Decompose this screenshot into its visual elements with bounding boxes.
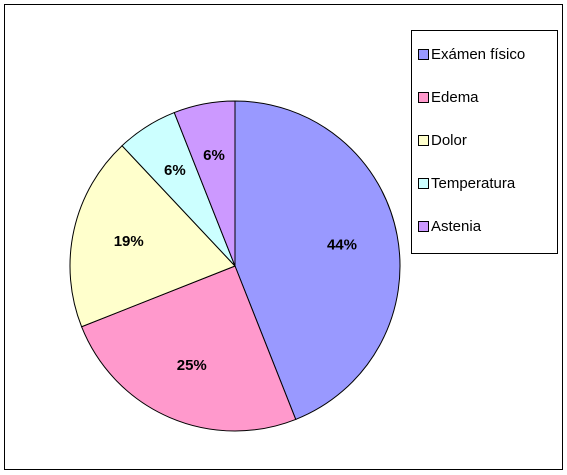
- legend-swatch: [418, 135, 429, 146]
- slice-label: 44%: [327, 237, 357, 254]
- pie-slice: [173, 100, 236, 267]
- legend-swatch: [418, 92, 429, 103]
- legend-label: Astenia: [431, 218, 482, 235]
- legend: Exámen físico Edema Dolor Temperatura Asteni…: [418, 46, 525, 235]
- slice-label: 6%: [164, 162, 186, 179]
- legend-label: Edema: [431, 89, 479, 106]
- legend-swatch: [418, 178, 429, 189]
- pie-slice: [80, 265, 297, 432]
- pie: 44% 25% 19% 6% 6%: [69, 100, 401, 432]
- legend-label: Temperatura: [431, 175, 516, 192]
- legend-swatch: [418, 221, 429, 232]
- legend-box: [411, 30, 558, 254]
- pie-slice: [234, 100, 401, 421]
- legend-swatch: [418, 49, 429, 60]
- slice-label: 6%: [203, 147, 225, 164]
- legend-label: Exámen físico: [431, 46, 525, 63]
- legend-label: Dolor: [431, 132, 467, 149]
- pie-slice: [69, 145, 236, 328]
- slice-label: 25%: [177, 357, 207, 374]
- slice-label: 19%: [114, 233, 144, 250]
